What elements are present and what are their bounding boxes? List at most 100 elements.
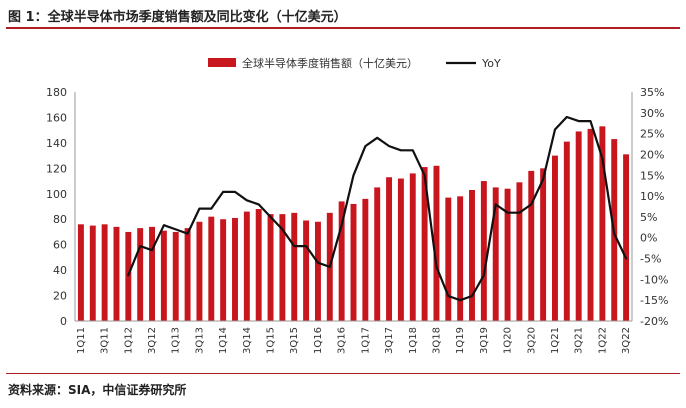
bar — [196, 221, 203, 321]
y-right-tick-label: 10% — [640, 190, 664, 203]
y-right-tick-label: 0% — [640, 232, 657, 245]
x-tick-label: 3Q17 — [384, 327, 395, 354]
bar — [563, 141, 570, 321]
x-tick-label: 1Q13 — [171, 327, 182, 354]
x-tick-label: 1Q20 — [503, 327, 514, 354]
bar — [314, 221, 321, 321]
bar — [338, 201, 345, 321]
legend-bar-label: 全球半导体季度销售额（十亿美元） — [242, 56, 418, 70]
bar — [89, 225, 96, 321]
bar — [160, 230, 167, 321]
bar — [243, 211, 250, 321]
chart-title: 图 1：全球半导体市场季度销售额及同比变化（十亿美元） — [8, 10, 347, 25]
bar — [279, 214, 286, 321]
y-left-tick-label: 40 — [53, 264, 67, 277]
legend-bar-swatch — [208, 58, 236, 67]
x-tick-label: 3Q11 — [100, 327, 111, 354]
bar — [77, 224, 84, 321]
x-tick-label: 1Q19 — [455, 327, 466, 354]
x-tick-label: 3Q20 — [526, 327, 537, 354]
bar — [599, 126, 606, 321]
bar — [350, 203, 357, 321]
x-tick-label: 3Q19 — [479, 327, 490, 354]
bar — [528, 170, 535, 321]
bar — [101, 224, 108, 321]
y-right-tick-label: 15% — [640, 169, 664, 182]
y-right-tick-label: -10% — [640, 273, 668, 286]
title-rule — [6, 27, 680, 29]
bar — [587, 128, 594, 321]
x-tick-label: 1Q16 — [313, 327, 324, 354]
axes: 0 20 40 60 80 100 120 140 160 180 -20% -15% -10% -5% 0… — [46, 86, 668, 354]
y-left-tick-label: 0 — [60, 315, 67, 328]
bar — [374, 187, 381, 321]
bar — [291, 212, 298, 321]
bar — [125, 231, 132, 321]
x-tick-label: 1Q12 — [123, 327, 134, 354]
source-note: 资料来源：SIA，中信证券研究所 — [8, 383, 187, 397]
x-tick-label: 3Q15 — [289, 327, 300, 354]
x-tick-label: 3Q18 — [431, 327, 442, 354]
bar — [232, 217, 238, 321]
legend-line-label: YoY — [481, 57, 501, 70]
bar — [540, 168, 547, 321]
y-right-tick-label: 25% — [640, 128, 664, 141]
source-rule — [6, 373, 680, 374]
x-tick-label: 3Q13 — [194, 327, 205, 354]
bar — [303, 220, 310, 321]
y-right-tick-label: -20% — [640, 315, 668, 328]
bar — [409, 173, 416, 321]
bar — [267, 214, 274, 321]
y-left-tick-label: 160 — [46, 111, 67, 124]
x-tick-label: 1Q22 — [597, 327, 608, 354]
bar-series — [77, 126, 630, 321]
bar — [421, 167, 428, 321]
bar — [457, 196, 464, 321]
legend: 全球半导体季度销售额（十亿美元） YoY — [208, 56, 501, 70]
y-left-tick-label: 140 — [46, 137, 67, 150]
y-left-tick-label: 20 — [53, 290, 67, 303]
yoy-line — [127, 115, 628, 302]
y-left-tick-label: 60 — [53, 239, 67, 252]
bar — [255, 209, 262, 321]
bar — [469, 189, 475, 321]
x-tick-label: 1Q15 — [266, 327, 277, 354]
x-tick-label: 1Q17 — [360, 327, 371, 354]
bar — [397, 178, 404, 321]
bar — [623, 154, 630, 321]
bar — [480, 181, 487, 321]
bar — [220, 219, 227, 321]
x-tick-label: 3Q22 — [621, 327, 632, 354]
bar — [149, 226, 155, 321]
x-tick-label: 1Q21 — [550, 327, 561, 354]
x-tick-label: 3Q12 — [147, 327, 158, 354]
y-right-tick-label: -15% — [640, 294, 668, 307]
bar — [137, 228, 144, 321]
bar — [113, 226, 120, 321]
y-right-tick-label: 5% — [640, 211, 657, 224]
bar — [445, 197, 452, 321]
x-tick-label: 1Q14 — [218, 327, 229, 354]
bar — [172, 231, 179, 321]
x-tick-label: 3Q16 — [337, 327, 348, 354]
y-right-tick-label: -5% — [640, 253, 661, 266]
bar — [492, 187, 499, 321]
x-tick-label: 1Q18 — [408, 327, 419, 354]
y-left-tick-label: 180 — [46, 86, 67, 99]
x-tick-label: 1Q11 — [76, 327, 87, 354]
y-right-tick-label: 30% — [640, 107, 664, 120]
y-left-tick-label: 80 — [53, 213, 67, 226]
bar — [504, 188, 511, 321]
bar — [433, 165, 440, 321]
bar — [386, 177, 393, 321]
bar — [362, 198, 369, 321]
y-left-tick-label: 100 — [46, 188, 67, 201]
x-tick-label: 3Q14 — [242, 327, 253, 354]
bar — [516, 182, 523, 321]
bar — [208, 216, 215, 321]
x-tick-label: 3Q21 — [574, 327, 585, 354]
y-right-tick-label: 35% — [640, 86, 664, 99]
bar — [552, 155, 558, 321]
bar — [184, 228, 191, 321]
